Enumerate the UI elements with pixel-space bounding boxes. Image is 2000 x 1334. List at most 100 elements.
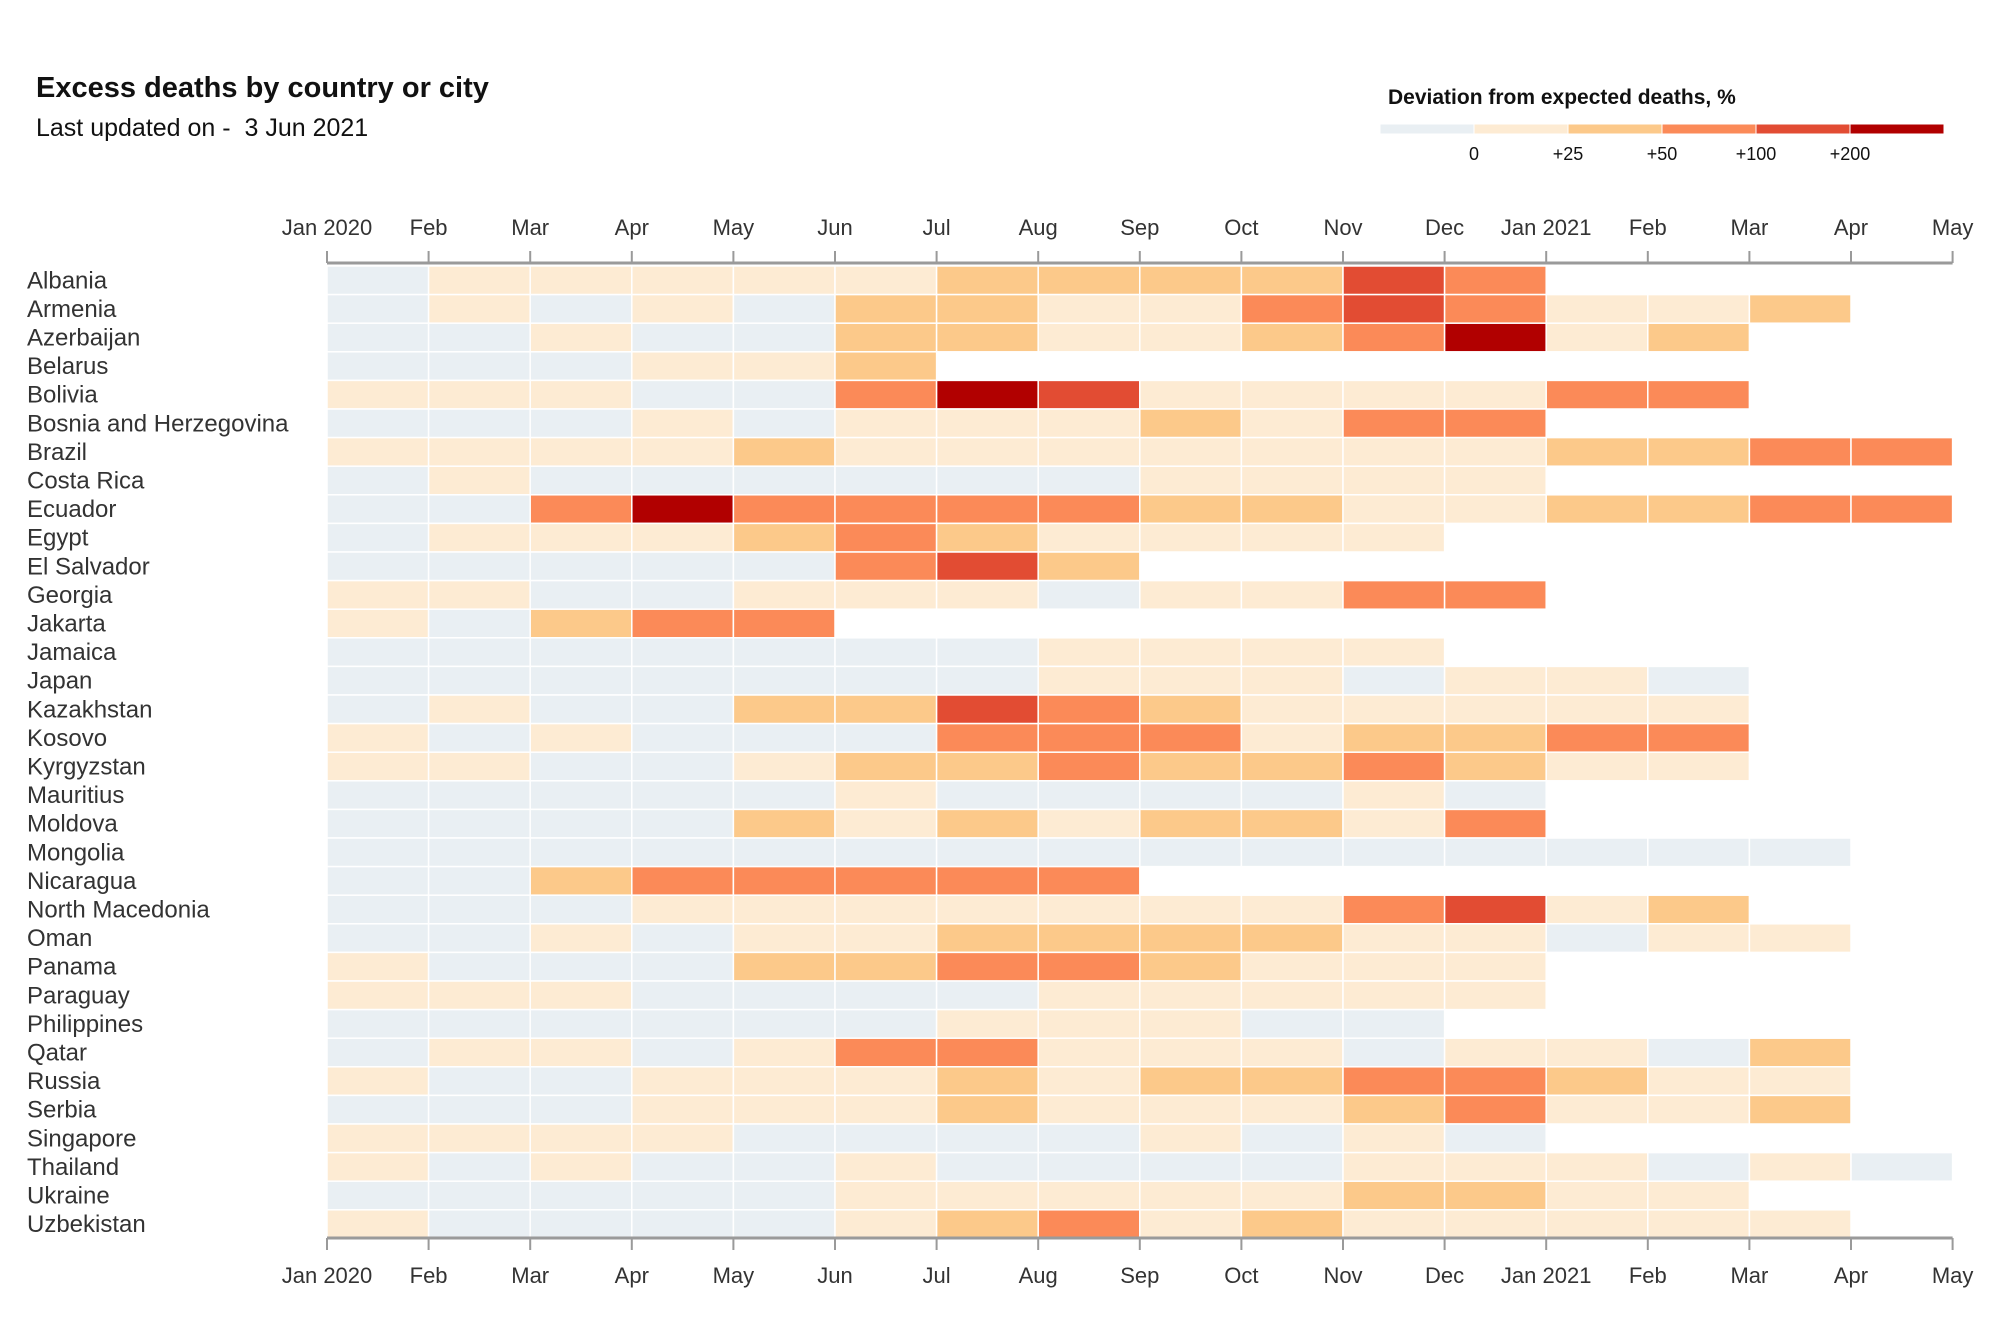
heatmap-cell — [935, 1008, 1039, 1039]
heatmap-cell — [935, 408, 1039, 439]
heatmap-cell — [935, 980, 1039, 1011]
heatmap-cell — [326, 1094, 430, 1125]
row-label: Bolivia — [27, 382, 98, 409]
heatmap-cell — [1342, 780, 1446, 811]
heatmap-cell — [427, 494, 531, 525]
heatmap-cell — [326, 665, 430, 696]
heatmap-cell — [1240, 322, 1344, 353]
heatmap-cell — [631, 865, 735, 896]
row-label: Azerbaijan — [27, 325, 140, 352]
heatmap-cell — [1037, 980, 1141, 1011]
heatmap-cell — [1342, 408, 1446, 439]
heatmap-cell — [529, 1008, 633, 1039]
heatmap-cell — [326, 951, 430, 982]
heatmap-cell — [631, 293, 735, 324]
heatmap-cell — [631, 1037, 735, 1068]
heatmap-cell — [1647, 837, 1751, 868]
heatmap-cell — [1240, 1008, 1344, 1039]
heatmap-cell — [1545, 722, 1649, 753]
heatmap-cell — [935, 722, 1039, 753]
heatmap-cell — [1850, 1151, 1954, 1182]
top-axis-tick-label: May — [713, 215, 755, 240]
heatmap-cell — [935, 1151, 1039, 1182]
heatmap-cell — [1443, 408, 1547, 439]
heatmap-cell — [326, 551, 430, 582]
heatmap-cell — [529, 1180, 633, 1211]
heatmap-cell — [732, 351, 836, 382]
heatmap-cell — [1139, 322, 1243, 353]
heatmap-cell — [1240, 694, 1344, 725]
heatmap-cell — [1647, 1066, 1751, 1097]
heatmap-cell — [1037, 808, 1141, 839]
heatmap-cell — [631, 1209, 735, 1240]
heatmap-cell — [1240, 637, 1344, 668]
heatmap-cell — [1139, 494, 1243, 525]
bottom-axis-tick-label: Oct — [1224, 1263, 1258, 1288]
heatmap-cell — [1037, 1094, 1141, 1125]
legend-swatch — [1473, 123, 1569, 135]
row-label: Moldova — [27, 811, 118, 838]
heatmap-cell — [1545, 894, 1649, 925]
heatmap-cell — [1037, 1151, 1141, 1182]
legend-label: +50 — [1647, 144, 1678, 164]
heatmap-cell — [1443, 1180, 1547, 1211]
heatmap-cell — [427, 1008, 531, 1039]
bottom-axis-tick-label: Dec — [1425, 1263, 1464, 1288]
heatmap-cell — [1240, 522, 1344, 553]
heatmap-cell — [732, 780, 836, 811]
heatmap-cell — [1139, 808, 1243, 839]
heatmap-cell — [631, 522, 735, 553]
heatmap-cell — [1748, 1209, 1852, 1240]
heatmap-cell — [732, 1180, 836, 1211]
heatmap-cell — [834, 894, 938, 925]
heatmap-cell — [1139, 522, 1243, 553]
heatmap-cell — [1748, 1037, 1852, 1068]
heatmap-cell — [732, 722, 836, 753]
heatmap-cell — [326, 637, 430, 668]
heatmap-cell — [732, 1008, 836, 1039]
heatmap-cell — [529, 579, 633, 610]
heatmap-cell — [935, 1123, 1039, 1154]
heatmap-cell — [834, 1008, 938, 1039]
heatmap-cell — [732, 894, 836, 925]
top-axis-tick-label: Jul — [923, 215, 951, 240]
heatmap-cell — [1443, 923, 1547, 954]
bottom-axis-tick-label: Jan 2021 — [1501, 1263, 1592, 1288]
heatmap-cell — [1443, 465, 1547, 496]
legend-swatch — [1661, 123, 1757, 135]
row-label: Nicaragua — [27, 868, 137, 895]
heatmap-cell — [326, 579, 430, 610]
heatmap-cell — [834, 1066, 938, 1097]
heatmap-cell — [1342, 322, 1446, 353]
heatmap-cell — [1139, 1008, 1243, 1039]
bottom-axis-tick-label: Feb — [410, 1263, 448, 1288]
heatmap-cell — [1139, 1209, 1243, 1240]
row-label: Jamaica — [27, 639, 117, 666]
heatmap-cell — [1342, 436, 1446, 467]
heatmap-cell — [1342, 694, 1446, 725]
heatmap-cell — [834, 351, 938, 382]
heatmap-cell — [935, 808, 1039, 839]
heatmap-cell — [326, 1008, 430, 1039]
heatmap-cell — [1443, 894, 1547, 925]
heatmap-cell — [935, 265, 1039, 296]
heatmap-cell — [935, 923, 1039, 954]
heatmap-cell — [1139, 265, 1243, 296]
heatmap-cell — [1342, 923, 1446, 954]
heatmap-cell — [732, 665, 836, 696]
heatmap-cell — [1342, 837, 1446, 868]
heatmap-cell — [1240, 379, 1344, 410]
heatmap-cell — [1342, 522, 1446, 553]
heatmap-cell — [732, 1209, 836, 1240]
heatmap-cell — [1240, 837, 1344, 868]
heatmap-cell — [1139, 1151, 1243, 1182]
top-axis-tick-label: Jan 2021 — [1501, 215, 1592, 240]
heatmap-cell — [326, 980, 430, 1011]
heatmap-cell — [1240, 408, 1344, 439]
heatmap-cell — [631, 1180, 735, 1211]
heatmap-cell — [1342, 751, 1446, 782]
heatmap-cell — [1342, 494, 1446, 525]
heatmap-cell — [1342, 951, 1446, 982]
heatmap-cell — [326, 494, 430, 525]
heatmap-cell — [631, 1151, 735, 1182]
